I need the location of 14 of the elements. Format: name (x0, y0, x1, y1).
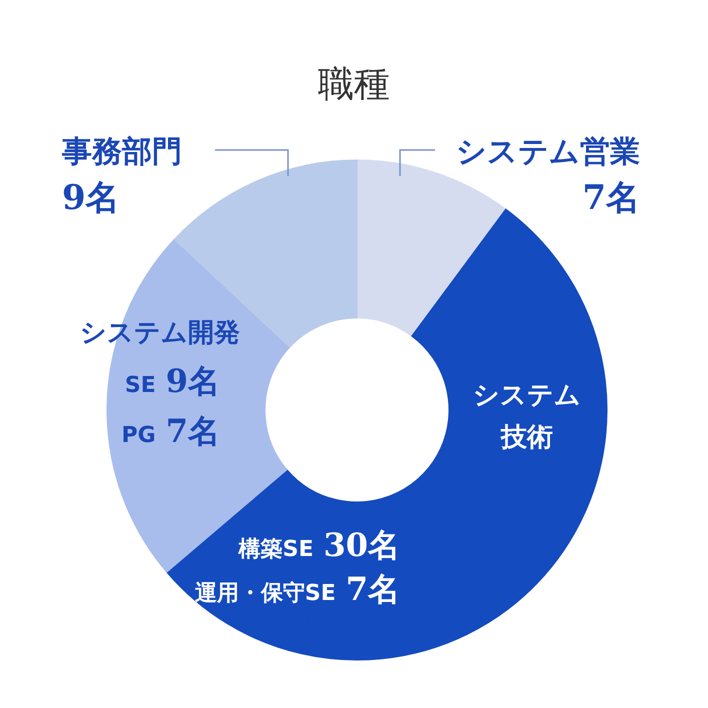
data-label: 9名 (166, 361, 220, 402)
data-label: 7名 (166, 411, 220, 452)
data-label: 7名 (582, 177, 640, 220)
slice-label: 構築SE (238, 536, 314, 564)
slice-label: PG (122, 423, 156, 448)
slice-label: 事務部門 (62, 134, 182, 172)
data-label: 9名 (62, 177, 120, 220)
text: システム技術 (472, 379, 582, 454)
slice-label: システム営業 (456, 134, 640, 172)
slice-label: SE (124, 373, 156, 398)
data-label: 30名 (323, 525, 400, 566)
data-label: 7名 (346, 569, 400, 610)
slice-label: 運用・保守SE (194, 580, 336, 608)
chart-title: 職種 (317, 63, 391, 107)
